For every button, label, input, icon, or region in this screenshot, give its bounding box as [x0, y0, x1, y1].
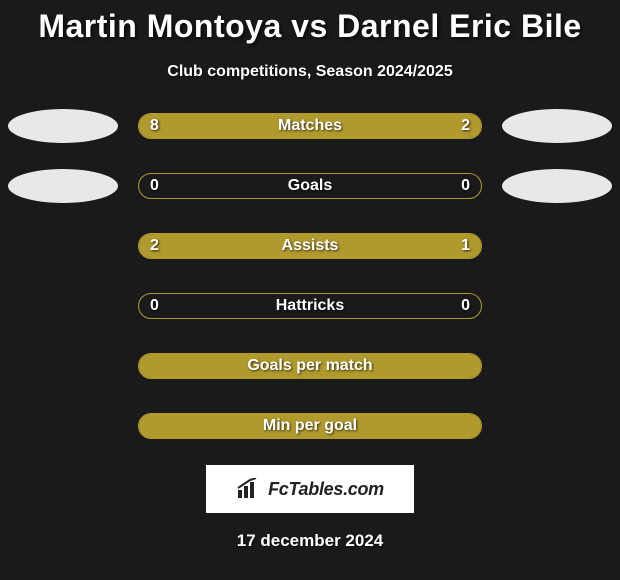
- stat-row: Goals00: [0, 169, 620, 203]
- stat-bar-fill-left: [139, 354, 481, 378]
- stat-bar: Min per goal: [138, 413, 482, 439]
- comparison-subtitle: Club competitions, Season 2024/2025: [0, 63, 620, 81]
- stat-row: Matches82: [0, 109, 620, 143]
- stat-bar: Hattricks00: [138, 293, 482, 319]
- snapshot-date: 17 december 2024: [0, 531, 620, 551]
- player-left-ellipse: [8, 169, 118, 203]
- stat-bar-gap: [139, 294, 481, 318]
- stat-row: Hattricks00: [0, 289, 620, 323]
- stat-bar-fill-left: [139, 234, 365, 258]
- stat-bar-track: [138, 233, 482, 259]
- player-left-ellipse: [8, 109, 118, 143]
- stat-bar-track: [138, 413, 482, 439]
- stat-bar-fill-left: [139, 414, 481, 438]
- stat-row: Assists21: [0, 229, 620, 263]
- stat-bar-track: [138, 173, 482, 199]
- stat-bar: Goals per match: [138, 353, 482, 379]
- player-right-ellipse: [502, 169, 612, 203]
- stat-bar-fill-right: [365, 234, 481, 258]
- watermark-text: FcTables.com: [268, 479, 384, 500]
- title-vs: vs: [291, 8, 328, 44]
- stat-bar-fill-right: [406, 114, 481, 138]
- stat-row: Goals per match: [0, 349, 620, 383]
- stat-bar-track: [138, 293, 482, 319]
- watermark-badge: FcTables.com: [206, 465, 414, 513]
- stat-bar-track: [138, 353, 482, 379]
- stat-bar-fill-left: [139, 114, 406, 138]
- stat-bar: Assists21: [138, 233, 482, 259]
- comparison-title: Martin Montoya vs Darnel Eric Bile: [0, 0, 620, 45]
- title-player-right: Darnel Eric Bile: [337, 8, 582, 44]
- watermark-chart-icon: [236, 478, 262, 500]
- stat-bar: Matches82: [138, 113, 482, 139]
- stat-bar-track: [138, 113, 482, 139]
- player-right-ellipse: [502, 109, 612, 143]
- stat-bar-gap: [139, 174, 481, 198]
- title-player-left: Martin Montoya: [38, 8, 281, 44]
- stats-container: Matches82 Goals00 Assists21 Hattricks00 Goal…: [0, 109, 620, 443]
- stat-bar: Goals00: [138, 173, 482, 199]
- stat-row: Min per goal: [0, 409, 620, 443]
